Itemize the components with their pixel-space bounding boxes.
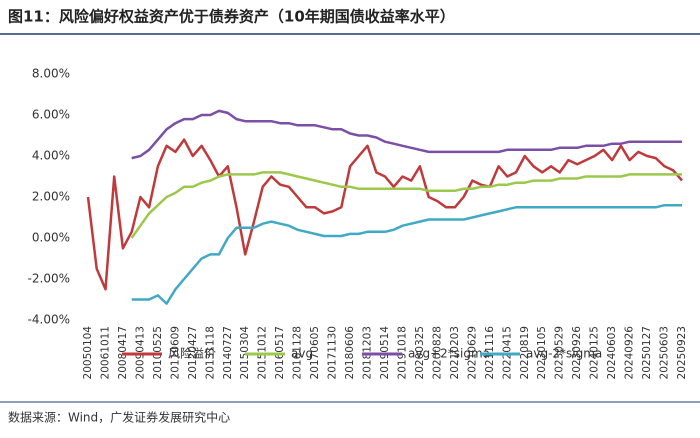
y-tick-label: 0.00% bbox=[32, 231, 70, 245]
x-tick-label: 20171130 bbox=[327, 326, 339, 379]
legend-label: avg-2*sigma bbox=[526, 347, 602, 361]
x-tick-label: 20110609 bbox=[169, 326, 181, 379]
x-tick-label: 20061011 bbox=[99, 326, 111, 379]
series-line bbox=[131, 109, 682, 160]
source: 数据来源：Wind，广发证券发展研究中心 bbox=[8, 410, 230, 425]
x-tick-label: 20250603 bbox=[659, 326, 671, 379]
x-tick-label: 20140727 bbox=[222, 326, 234, 379]
x-tick-label: 20170605 bbox=[309, 326, 321, 379]
legend-label: 风险溢价 bbox=[168, 346, 216, 361]
x-tick-label: 20210629 bbox=[466, 326, 478, 379]
x-tick-label: 20230105 bbox=[536, 326, 548, 379]
x-tick-label: 20210203 bbox=[449, 326, 461, 379]
legend-label: avg+2*sigma bbox=[408, 347, 490, 361]
x-tick-label: 20180606 bbox=[344, 326, 356, 380]
series-line bbox=[130, 171, 682, 239]
x-tick-label: 20200325 bbox=[414, 326, 426, 379]
x-tick-label: 20200828 bbox=[431, 326, 443, 379]
x-tick-label: 20050104 bbox=[82, 326, 94, 380]
x-tick-label: 20161128 bbox=[292, 326, 304, 379]
y-tick-label: 2.00% bbox=[32, 190, 70, 204]
x-tick-label: 20120427 bbox=[187, 326, 199, 379]
y-tick-label: 6.00% bbox=[32, 108, 70, 122]
x-tick-label: 20230529 bbox=[554, 326, 566, 379]
x-tick-label: 20191018 bbox=[396, 326, 408, 379]
x-tick-label: 20240125 bbox=[589, 326, 601, 379]
y-tick-label: 8.00% bbox=[32, 67, 70, 81]
chart-title: 图11：风险偏好权益资产优于债券资产（10年期国债收益率水平） bbox=[8, 8, 455, 26]
x-tick-label: 20240926 bbox=[624, 326, 636, 380]
x-tick-label: 20131118 bbox=[204, 326, 216, 379]
y-tick-label: 4.00% bbox=[32, 149, 70, 163]
series-line bbox=[131, 203, 682, 305]
x-tick-label: 20220819 bbox=[519, 326, 531, 379]
legend-label: avg bbox=[291, 347, 313, 361]
x-tick-label: 20250923 bbox=[676, 326, 688, 379]
x-tick-label: 20230926 bbox=[571, 326, 583, 380]
y-tick-label: -2.00% bbox=[28, 272, 70, 286]
x-tick-label: 20240603 bbox=[606, 326, 618, 379]
y-tick-label: -4.00% bbox=[28, 313, 70, 327]
series-line bbox=[86, 138, 683, 291]
x-tick-label: 20250127 bbox=[641, 326, 653, 379]
